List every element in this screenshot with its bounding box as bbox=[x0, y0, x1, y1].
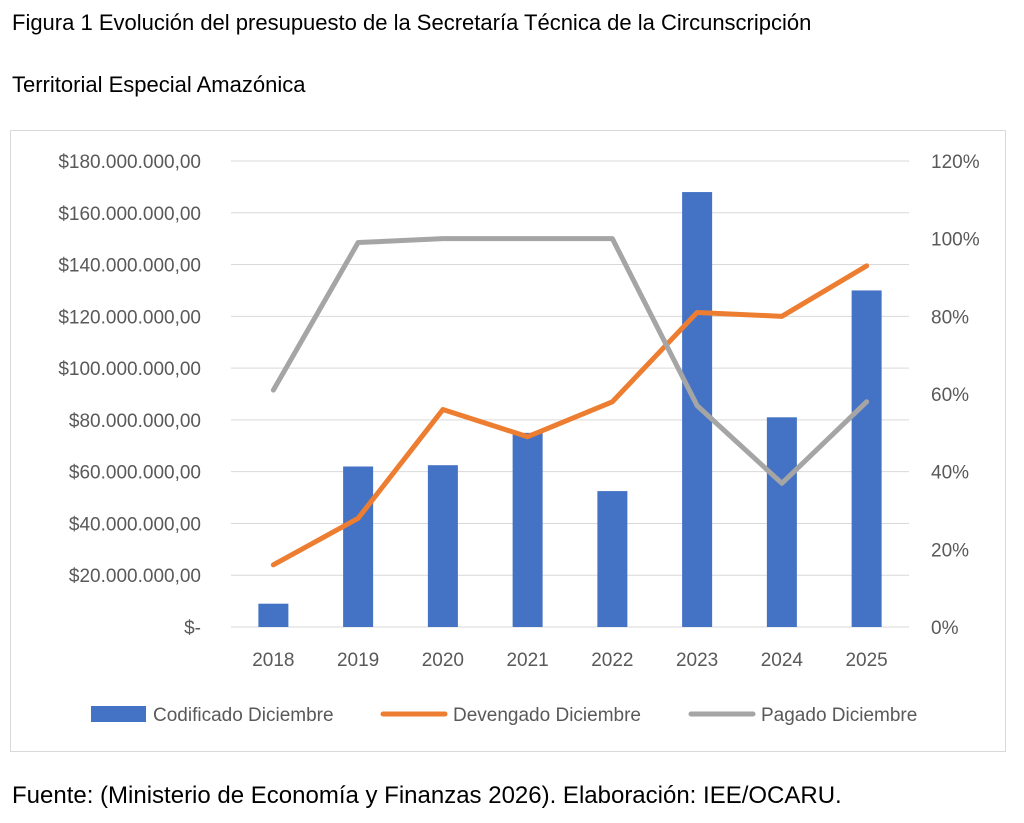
bar-series bbox=[258, 192, 882, 628]
bar bbox=[343, 466, 374, 627]
x-axis-tick-label: 2020 bbox=[422, 650, 464, 671]
right-axis-tick-label: 80% bbox=[931, 307, 969, 328]
x-axis-tick-label: 2023 bbox=[676, 650, 718, 671]
legend: Codificado Diciembre Devengado Diciembre P… bbox=[91, 705, 917, 726]
legend-label: Devengado Diciembre bbox=[453, 705, 641, 726]
bar bbox=[512, 432, 543, 627]
series-line bbox=[270, 263, 870, 568]
right-axis-ticks: 0% 20% 40% 60% 80% 100% 120% bbox=[931, 152, 980, 639]
x-axis-tick-label: 2021 bbox=[506, 650, 548, 671]
bar bbox=[682, 192, 713, 628]
bar bbox=[766, 417, 797, 627]
legend-label: Codificado Diciembre bbox=[153, 705, 334, 726]
figure-caption-line-2: Territorial Especial Amazónica bbox=[12, 72, 306, 97]
right-axis-tick-label: 20% bbox=[931, 540, 969, 561]
right-axis-tick-label: 40% bbox=[931, 463, 969, 484]
series-line bbox=[270, 236, 870, 486]
left-axis-tick-label: $- bbox=[184, 618, 201, 639]
x-axis-tick-label: 2025 bbox=[845, 650, 887, 671]
right-axis-tick-label: 120% bbox=[931, 152, 980, 173]
left-axis-tick-label: $160.000.000,00 bbox=[58, 204, 201, 225]
legend-swatch bbox=[91, 706, 146, 722]
source-note: Fuente: (Ministerio de Economía y Finanz… bbox=[12, 782, 842, 809]
x-axis-tick-label: 2022 bbox=[591, 650, 633, 671]
left-axis-tick-label: $80.000.000,00 bbox=[69, 411, 201, 432]
chart-container: $- $20.000.000,00 $40.000.000,00 $60.000.00… bbox=[10, 130, 1006, 752]
left-axis-tick-label: $180.000.000,00 bbox=[58, 152, 201, 173]
bar bbox=[258, 603, 289, 627]
left-axis-tick-label: $100.000.000,00 bbox=[58, 359, 201, 380]
right-axis-tick-label: 100% bbox=[931, 230, 980, 251]
line-series bbox=[270, 236, 870, 568]
gridlines bbox=[231, 160, 909, 628]
left-axis-tick-label: $60.000.000,00 bbox=[69, 463, 201, 484]
right-axis-tick-label: 60% bbox=[931, 385, 969, 406]
x-axis-tick-label: 2024 bbox=[761, 650, 804, 671]
right-axis-tick-label: 0% bbox=[931, 618, 959, 639]
x-axis-ticks: 2018 2019 2020 2021 2022 2023 2024 2025 bbox=[252, 650, 888, 671]
x-axis-tick-label: 2018 bbox=[252, 650, 294, 671]
left-axis-tick-label: $20.000.000,00 bbox=[69, 566, 201, 587]
legend-label: Pagado Diciembre bbox=[761, 705, 917, 726]
figure-caption-line-1: Figura 1 Evolución del presupuesto de la… bbox=[12, 10, 812, 35]
bar bbox=[851, 290, 882, 627]
x-axis-tick-label: 2019 bbox=[337, 650, 379, 671]
left-axis-tick-label: $40.000.000,00 bbox=[69, 514, 201, 535]
left-axis-tick-label: $120.000.000,00 bbox=[58, 307, 201, 328]
budget-chart: $- $20.000.000,00 $40.000.000,00 $60.000.00… bbox=[58, 152, 980, 726]
bar bbox=[427, 465, 458, 627]
left-axis-tick-label: $140.000.000,00 bbox=[58, 256, 201, 277]
bar bbox=[597, 491, 628, 627]
left-axis-ticks: $- $20.000.000,00 $40.000.000,00 $60.000.00… bbox=[58, 152, 201, 639]
